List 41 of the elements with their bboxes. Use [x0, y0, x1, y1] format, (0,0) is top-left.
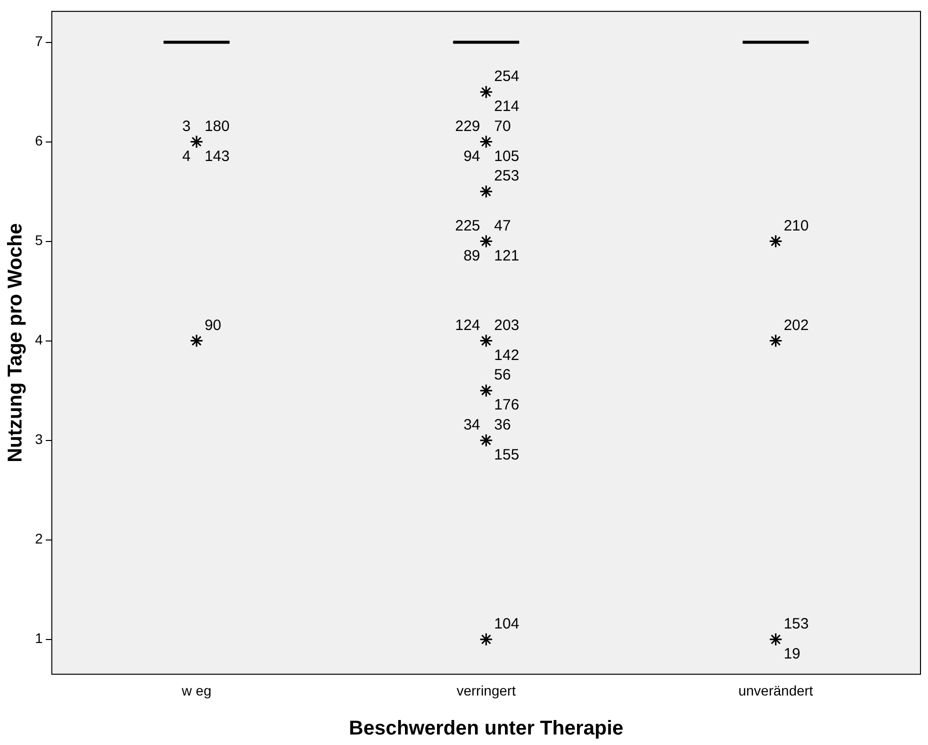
x-tick-label: w eg	[180, 682, 212, 698]
annotation: 229	[455, 118, 480, 135]
annotation: 254	[494, 68, 520, 86]
x-tick-label: verringert	[456, 682, 516, 698]
annotation: 180	[204, 118, 230, 135]
annotation: 90	[204, 316, 222, 334]
y-tick-label: 3	[34, 431, 43, 448]
y-tick-label: 5	[34, 232, 43, 248]
x-axis-title: Beschwerden unter Therapie	[348, 718, 624, 740]
annotation: 214	[494, 98, 520, 116]
annotation: 104	[494, 616, 520, 633]
annotation: 121	[494, 247, 520, 264]
annotation: 124	[455, 316, 480, 334]
annotation: 142	[494, 346, 520, 364]
annotation: 3	[182, 118, 191, 135]
y-axis-title: Nutzung Tage pro Woche	[4, 223, 27, 462]
annotation: 253	[494, 168, 520, 185]
y-tick-label: 7	[34, 33, 43, 50]
annotation: 56	[494, 366, 511, 384]
annotation: 105	[494, 148, 520, 165]
annotation: 47	[494, 217, 511, 234]
annotation: 4	[182, 148, 191, 165]
y-tick-label: 4	[34, 332, 43, 348]
y-tick-label: 2	[34, 530, 43, 547]
annotation: 36	[494, 416, 511, 434]
annotation: 34	[463, 416, 480, 434]
x-tick-label: unverändert	[738, 682, 814, 698]
annotation: 155	[494, 446, 520, 464]
annotation: 210	[784, 217, 809, 234]
annotation: 176	[494, 396, 520, 414]
annotation: 153	[784, 616, 809, 633]
y-tick-label: 6	[34, 132, 43, 149]
annotation: 94	[463, 148, 480, 165]
annotation: 202	[784, 316, 809, 334]
y-tick-label: 1	[34, 630, 43, 646]
annotation: 70	[494, 118, 511, 135]
annotation: 143	[204, 148, 230, 165]
annotation: 19	[784, 646, 800, 663]
annotation: 225	[455, 217, 480, 234]
annotation: 89	[463, 247, 480, 264]
annotation: 203	[494, 316, 520, 334]
